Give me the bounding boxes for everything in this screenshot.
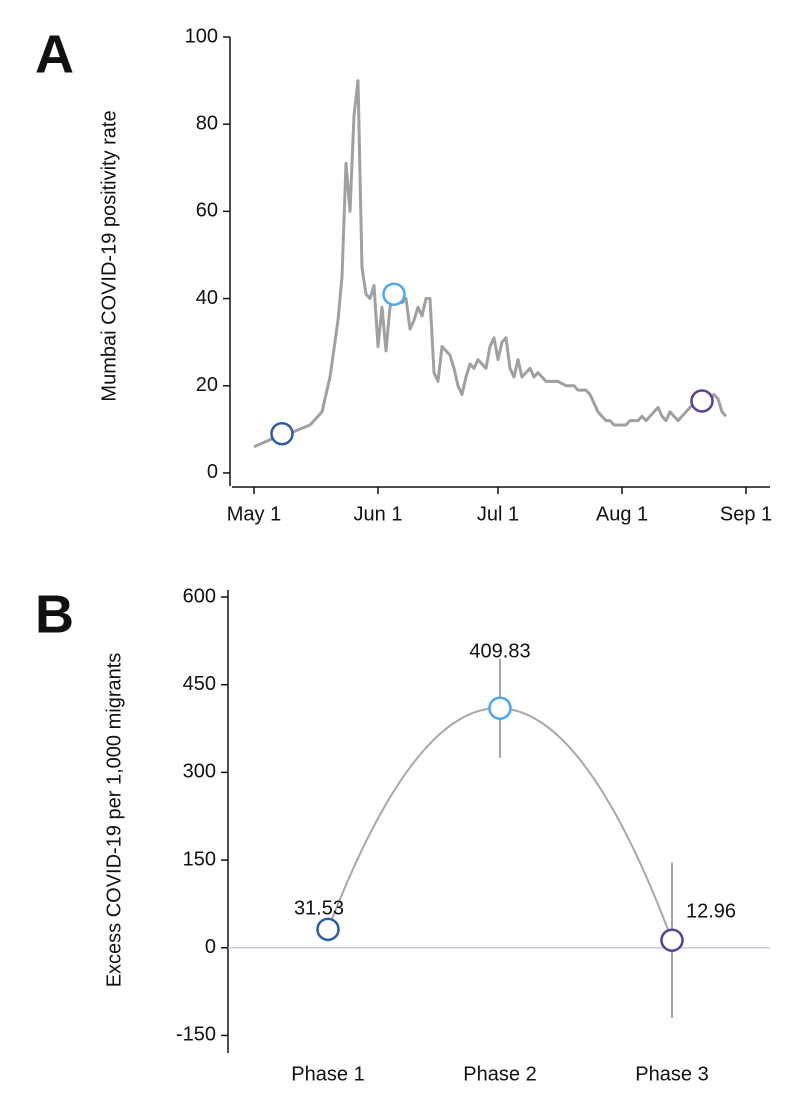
x-tick-label: Phase 2 [463,1063,536,1085]
x-tick-label: Phase 3 [635,1063,708,1085]
value-label: 31.53 [294,898,344,920]
y-tick-label: 0 [205,936,216,958]
y-tick-label: 450 [183,673,216,695]
x-tick-label: Jul 1 [477,503,519,525]
point [488,696,512,720]
y-tick-label: 150 [183,848,216,870]
value-label: 409.83 [469,640,530,662]
highlight-marker [690,389,714,413]
y-tick-label: 600 [183,585,216,607]
x-tick-label: Sep 1 [720,503,772,525]
y-tick-label: 0 [207,461,218,483]
y-axis-title: Excess COVID-19 per 1,000 migrants [103,653,125,988]
y-tick-label: -150 [176,1024,216,1046]
point [660,928,684,952]
line [253,79,728,449]
y-tick-label: 300 [183,761,216,783]
value-label: 12.96 [686,900,736,922]
highlight-marker [270,421,294,446]
y-tick-label: 100 [185,25,218,47]
panel-label: B [35,584,74,644]
y-tick-label: 80 [196,112,218,134]
x-tick-label: Jun 1 [354,503,403,525]
y-tick-label: 60 [196,200,218,222]
y-tick-label: 40 [196,287,218,309]
point [316,917,340,942]
y-axis-title: Mumbai COVID-19 positivity rate [98,110,120,401]
highlight-marker [382,282,406,306]
y-tick-label: 20 [196,374,218,396]
panel-label: A [35,24,74,84]
x-tick-label: May 1 [227,503,281,525]
x-tick-label: Aug 1 [596,503,648,525]
x-tick-label: Phase 1 [291,1063,364,1085]
